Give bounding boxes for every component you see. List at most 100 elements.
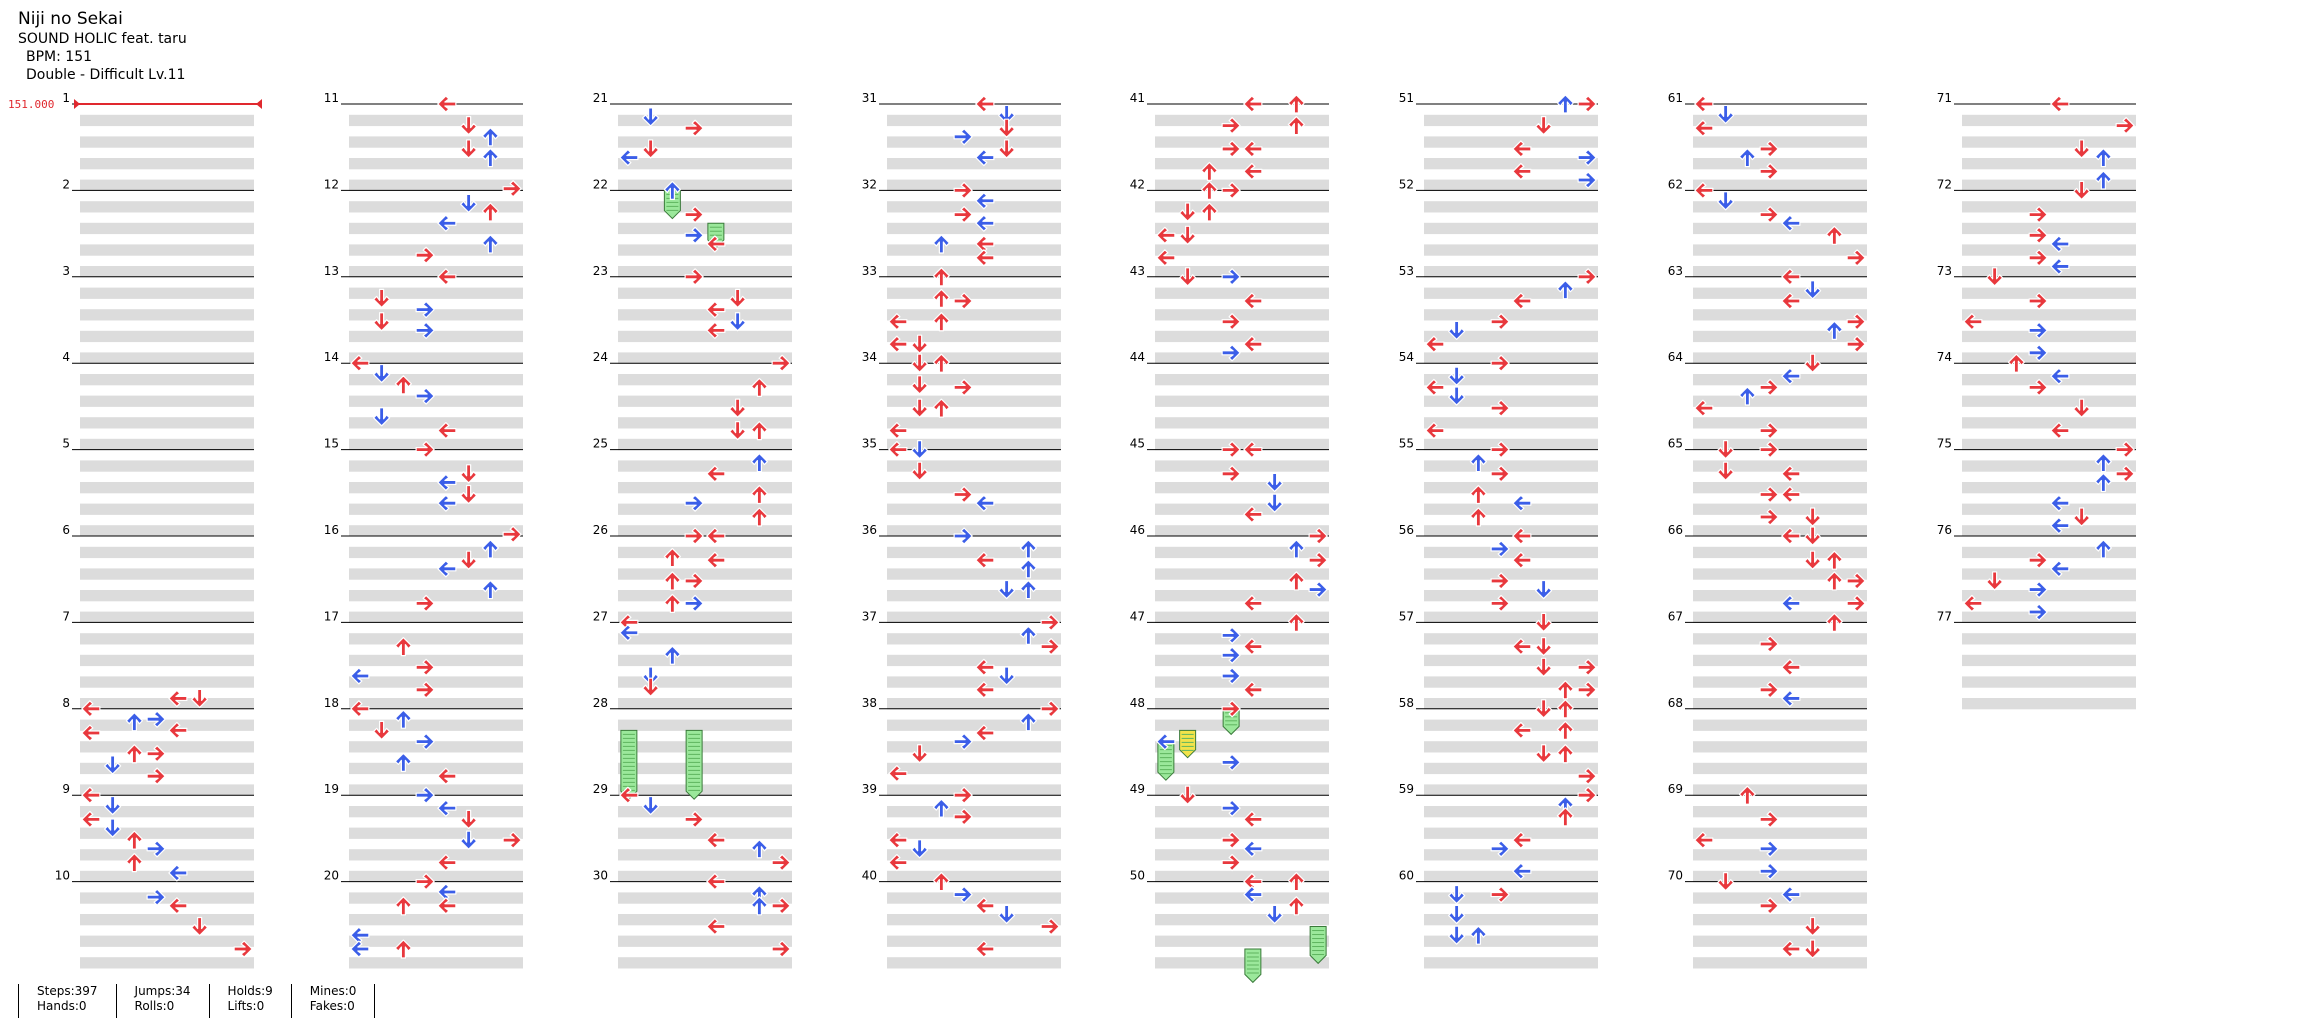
beat-band (1424, 266, 1598, 278)
beat-band (887, 892, 1061, 904)
arrow-right-icon (684, 527, 704, 545)
arrow-shape (642, 139, 660, 159)
beat-band (618, 417, 792, 429)
difficulty-label: Double - Difficult Lv.11 (26, 67, 186, 83)
arrow-shape (1019, 559, 1037, 579)
arrow-left-icon (706, 527, 726, 545)
arrow-down-icon (642, 139, 660, 159)
arrow-left-icon (437, 268, 457, 286)
arrow-up-icon (1019, 712, 1037, 732)
beat-band (1424, 222, 1598, 235)
arrow-left-icon (1243, 162, 1263, 180)
arrow-shape (415, 872, 435, 891)
beat-band (887, 827, 1061, 839)
arrow-shape (1846, 313, 1866, 331)
beat-band (887, 698, 1061, 710)
arrow-shape (1221, 667, 1241, 685)
measure-5: 5 (62, 437, 254, 537)
arrow-left-icon (1694, 399, 1714, 417)
beat-band (349, 590, 523, 602)
arrow-right-icon (146, 888, 166, 906)
beat-band (1693, 654, 1867, 667)
beat-band (1424, 158, 1598, 170)
measure-number: 30 (593, 869, 608, 883)
arrow-up-icon (1287, 115, 1305, 136)
arrow-up-icon (1556, 680, 1574, 700)
arrow-left-icon (437, 473, 457, 492)
arrow-shape (1781, 940, 1801, 958)
arrow-shape (1221, 344, 1241, 362)
arrow-down-icon (2073, 507, 2091, 527)
arrow-down-icon (1266, 472, 1284, 493)
arrow-left-icon (2050, 95, 2070, 113)
measure-77: 77 (1937, 609, 2136, 710)
beat-band (1424, 849, 1598, 861)
measure-number: 11 (324, 91, 339, 105)
beat-band (887, 590, 1061, 602)
arrow-shape (502, 525, 522, 543)
arrow-shape (2028, 205, 2048, 224)
arrow-down-icon (1535, 744, 1553, 764)
arrow-shape (998, 579, 1016, 600)
arrow-down-icon (1535, 657, 1553, 677)
arrow-shape (437, 473, 457, 492)
beat-band (349, 222, 523, 235)
beat-band (80, 935, 254, 947)
arrow-shape (1200, 180, 1218, 200)
arrow-down-icon (1804, 507, 1822, 527)
arrow-shape (125, 712, 143, 732)
arrow-left-icon (1694, 95, 1714, 113)
arrow-shape (1781, 367, 1801, 385)
arrow-up-icon (1469, 507, 1487, 527)
arrow-right-icon (1221, 799, 1241, 817)
arrow-shape (953, 527, 973, 545)
arrow-right-icon (1759, 508, 1779, 526)
arrow-shape (460, 809, 478, 829)
measure-number: 41 (1130, 91, 1145, 105)
arrow-shape (932, 234, 950, 254)
measure-51: 51 (1399, 91, 1598, 191)
beat-band (349, 460, 523, 472)
beat-band (1155, 201, 1329, 213)
arrow-shape (684, 226, 704, 244)
arrow-shape (1156, 733, 1176, 751)
arrow-shape (1804, 280, 1822, 300)
arrow-shape (1490, 465, 1510, 483)
beat-band (1155, 179, 1329, 191)
beat-band (349, 698, 523, 710)
arrow-down-icon (911, 375, 929, 395)
beat-band (349, 309, 523, 321)
beat-band (1962, 374, 2136, 386)
arrow-right-icon (1577, 95, 1597, 113)
arrow-right-icon (953, 181, 973, 199)
arrow-shape (953, 808, 973, 826)
arrow-shape (1243, 810, 1263, 828)
beat-band (80, 374, 254, 386)
arrow-right-icon (1221, 140, 1241, 158)
arrow-shape (1556, 744, 1574, 764)
beat-band (1155, 719, 1329, 731)
arrow-shape (2050, 560, 2070, 578)
beat-band (1155, 611, 1329, 623)
arrow-up-icon (932, 288, 950, 308)
arrow-shape (1512, 637, 1532, 656)
bpm-value: 151.000 (8, 98, 54, 111)
arrow-left-icon (1781, 658, 1801, 676)
arrow-left-icon (888, 853, 908, 872)
arrow-shape (642, 107, 660, 127)
arrow-shape (460, 115, 478, 136)
arrow-up-icon (1469, 452, 1487, 473)
beat-band (1962, 309, 2136, 321)
beat-band (1155, 330, 1329, 343)
arrow-left-icon (1243, 840, 1263, 858)
beat-band (349, 762, 523, 775)
beat-band (1424, 633, 1598, 645)
beat-band (1424, 654, 1598, 667)
beat-band (349, 136, 523, 148)
beat-band (349, 633, 523, 645)
arrow-shape (1535, 579, 1553, 600)
beat-band (1962, 438, 2136, 451)
arrow-left-icon (619, 624, 639, 642)
beat-band (1693, 892, 1867, 904)
beat-band (80, 201, 254, 213)
